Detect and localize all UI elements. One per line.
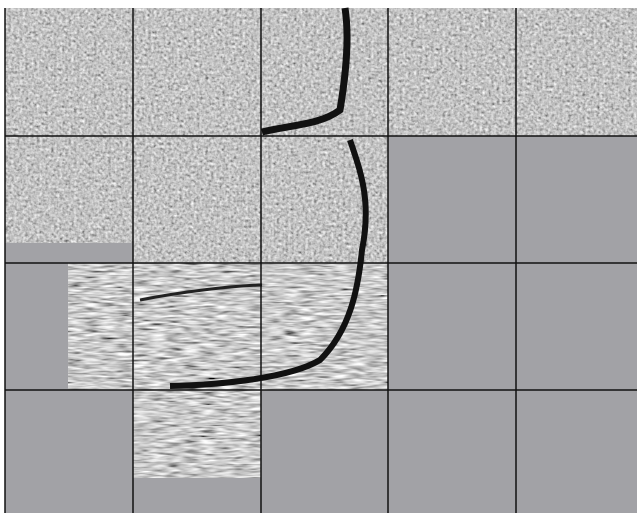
page: (() => { const data = JSON.parse(documen…: [0, 0, 637, 513]
tile-mosaic: [0, 0, 637, 513]
tile: [68, 263, 388, 390]
tile: [5, 136, 133, 243]
tile: [133, 390, 261, 478]
